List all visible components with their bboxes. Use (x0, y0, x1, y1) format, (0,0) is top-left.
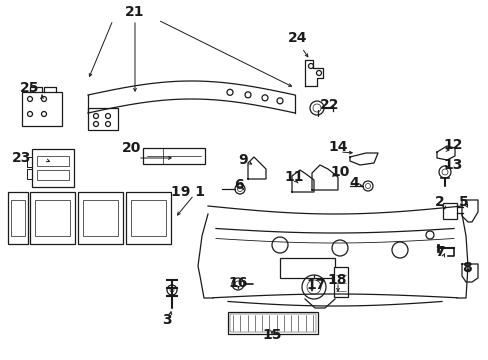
Bar (35, 200, 70, 236)
Bar (32, 149, 74, 187)
Text: 9: 9 (238, 153, 247, 167)
Text: 22: 22 (320, 98, 339, 112)
Text: 7: 7 (434, 245, 444, 259)
Text: 25: 25 (20, 81, 40, 95)
Text: 6: 6 (234, 178, 244, 192)
Bar (11, 200, 25, 236)
Bar (37, 170, 69, 180)
Bar (22, 92, 62, 126)
Bar (333, 267, 347, 297)
Text: 19 1: 19 1 (171, 185, 204, 199)
Text: 20: 20 (122, 141, 142, 155)
Text: 3: 3 (162, 313, 171, 327)
Text: 17: 17 (305, 278, 325, 292)
Bar (229, 314, 315, 332)
Text: 13: 13 (443, 158, 462, 172)
Bar (280, 258, 334, 278)
Bar (131, 200, 165, 236)
Text: 2: 2 (434, 195, 444, 209)
Text: 14: 14 (327, 140, 347, 154)
Bar (78, 192, 123, 244)
Text: 18: 18 (326, 273, 346, 287)
Text: 4: 4 (348, 176, 358, 190)
Bar (30, 192, 75, 244)
Text: 21: 21 (125, 5, 144, 19)
Bar (37, 156, 69, 166)
Text: 10: 10 (329, 165, 349, 179)
Text: 5: 5 (458, 195, 468, 209)
Bar (227, 312, 317, 334)
Bar (442, 203, 456, 219)
Bar (126, 192, 171, 244)
Text: 12: 12 (442, 138, 462, 152)
Text: 8: 8 (461, 261, 471, 275)
Bar (142, 148, 204, 164)
Text: 15: 15 (262, 328, 281, 342)
Bar (88, 108, 118, 130)
Bar (8, 192, 28, 244)
Text: 16: 16 (228, 276, 247, 290)
Text: 24: 24 (287, 31, 307, 45)
Text: 23: 23 (12, 151, 32, 165)
Text: 11: 11 (284, 170, 303, 184)
Bar (83, 200, 118, 236)
